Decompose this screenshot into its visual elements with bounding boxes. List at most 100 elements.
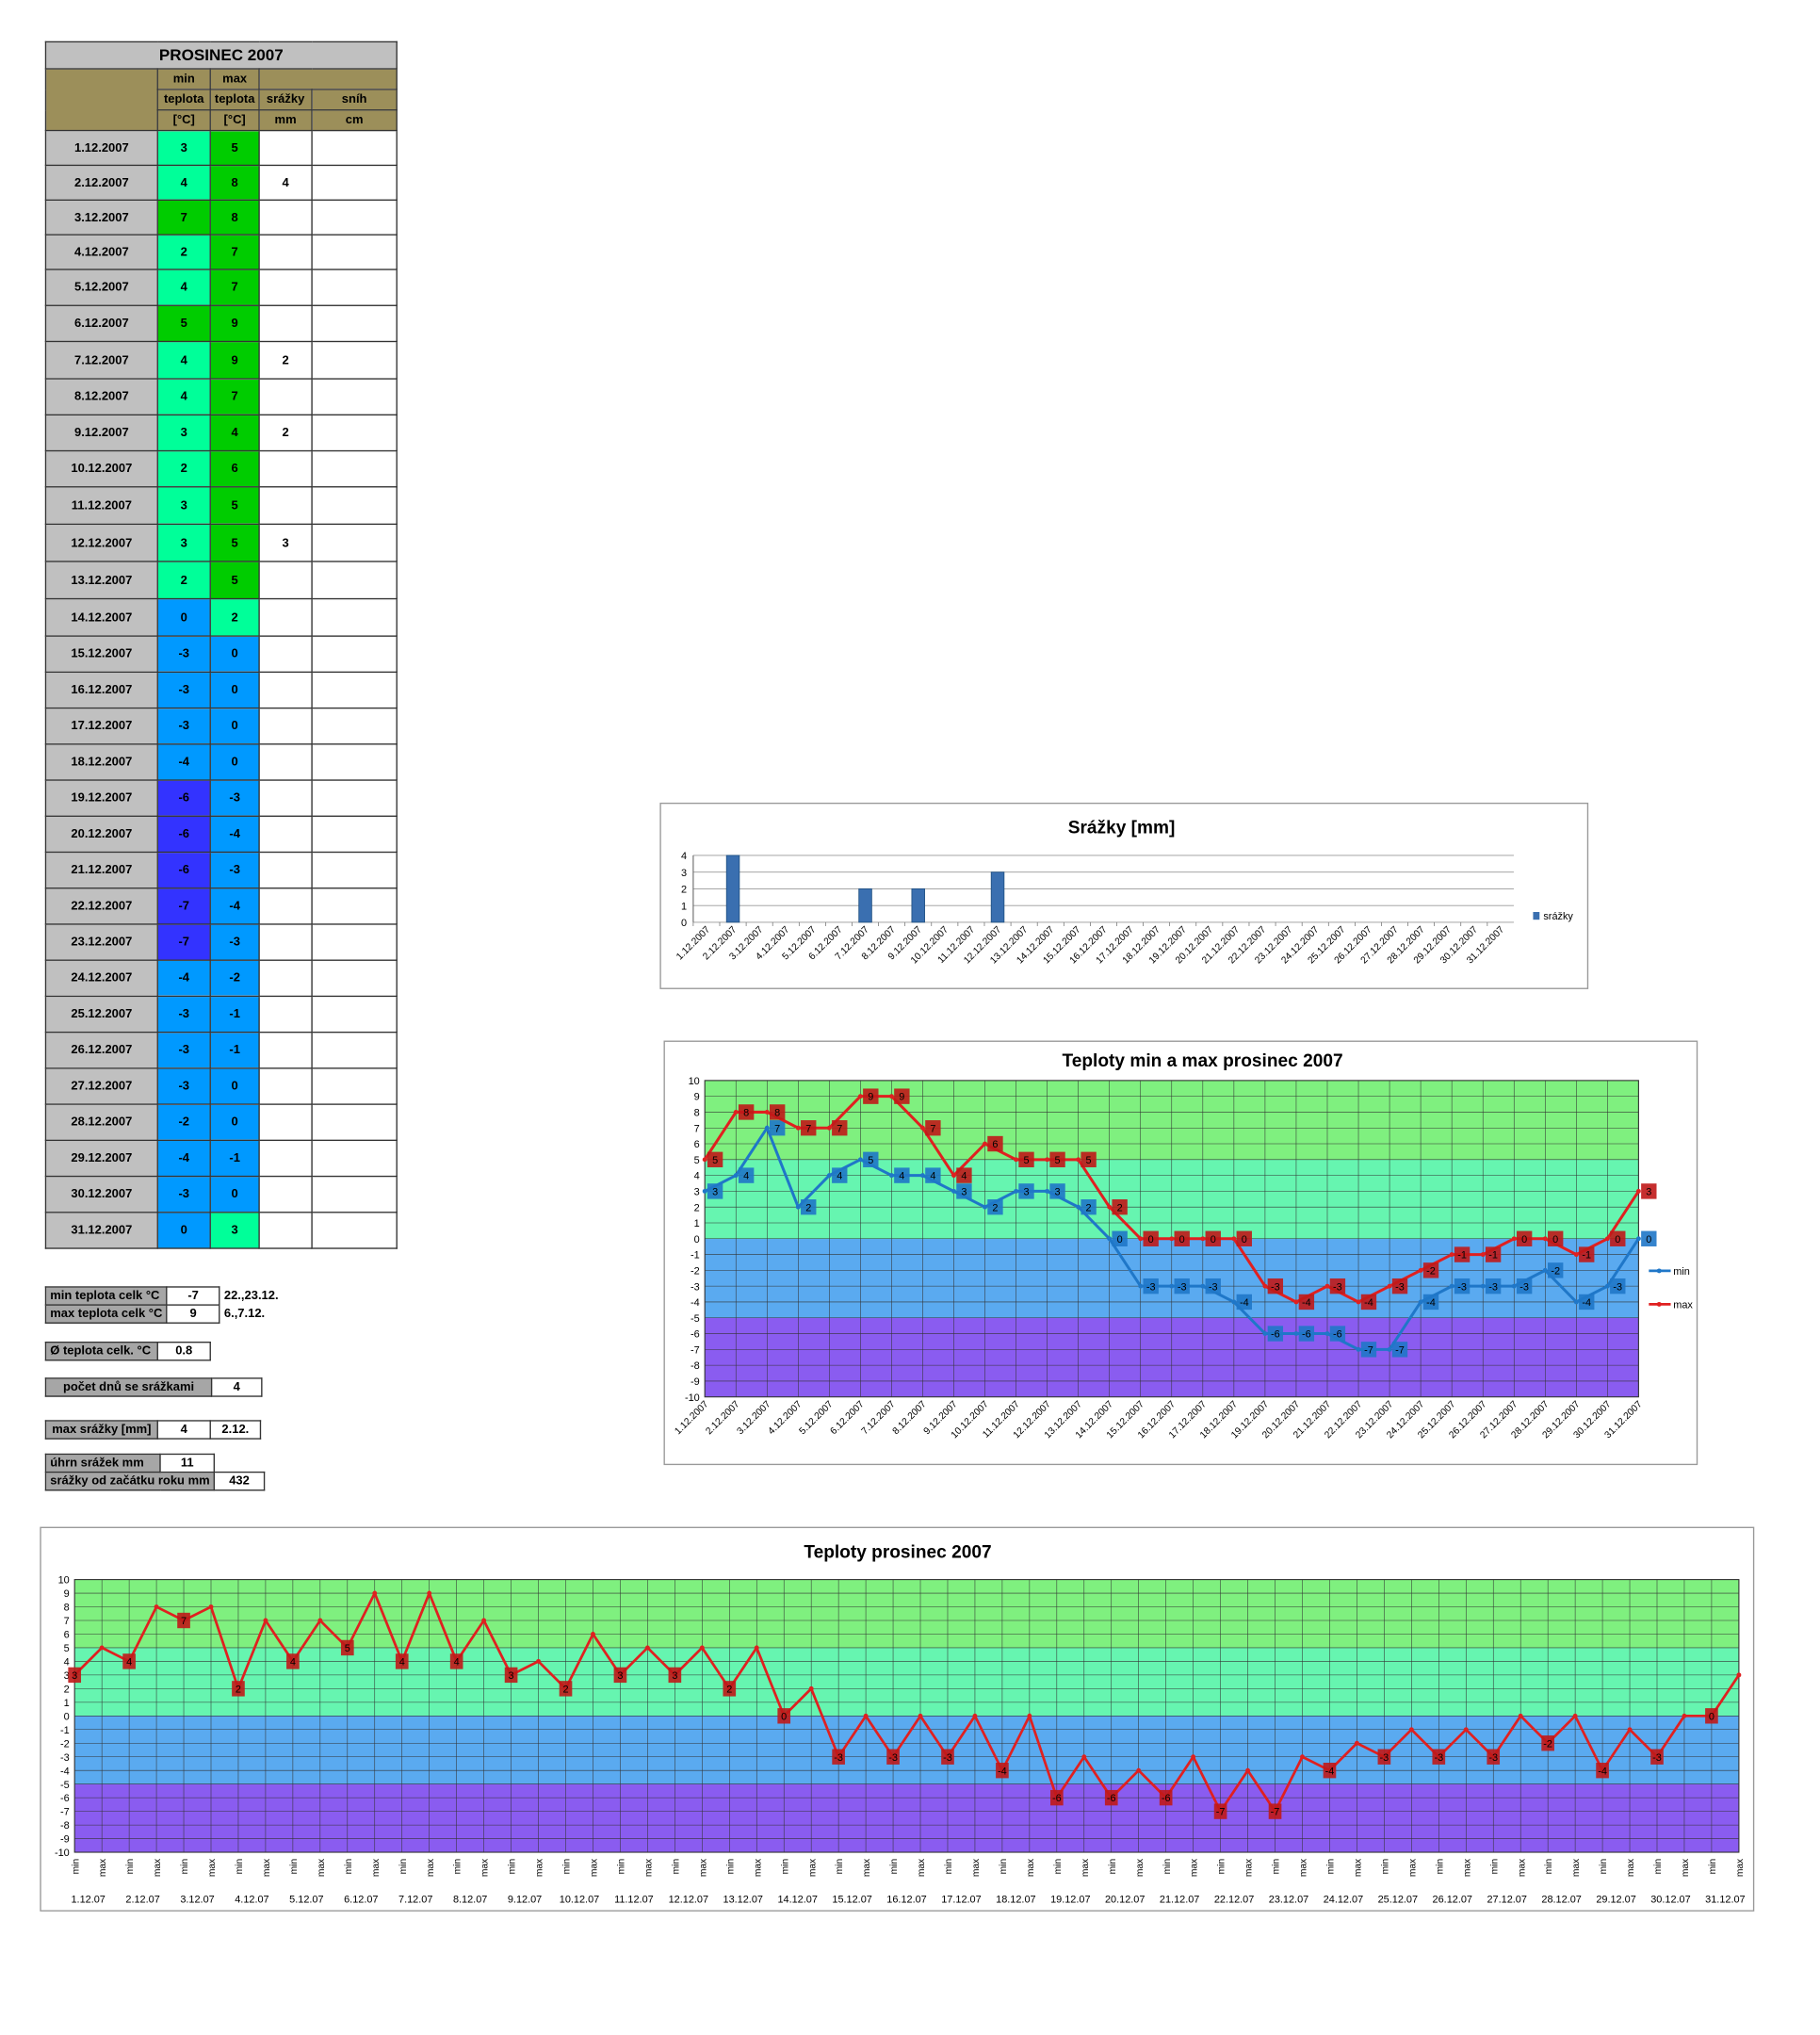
row-max: 7 (209, 234, 260, 270)
point (591, 1632, 595, 1636)
header-unit-min: [°C] (156, 109, 211, 132)
data-label-min: -4 (1426, 1297, 1436, 1309)
x-tick-label: min (562, 1859, 573, 1875)
point-min (1231, 1299, 1237, 1305)
y-tick-label: -10 (685, 1392, 700, 1404)
summary-raindays-label: počet dnů se srážkami (44, 1377, 213, 1397)
row-max: 0 (209, 1175, 260, 1213)
row-date: 14.12.2007 (44, 597, 158, 637)
data-label: -7 (1271, 1807, 1280, 1818)
point-min (1076, 1204, 1081, 1210)
summary-raindays: počet dnů se srážkami 4 (44, 1377, 263, 1397)
row-min: -3 (156, 1175, 211, 1213)
row-rain (258, 1031, 313, 1069)
data-label-bg-max (738, 1104, 755, 1120)
data-label: 4 (290, 1657, 296, 1669)
data-label-min: -3 (1209, 1281, 1218, 1293)
point-min (1418, 1299, 1423, 1305)
point (808, 1685, 814, 1691)
y-tick-label: 8 (694, 1108, 700, 1119)
data-label-bg-max (1018, 1151, 1034, 1168)
day-label: 17.12.07 (941, 1894, 981, 1905)
row-max: 5 (209, 486, 260, 526)
bar (990, 871, 1005, 923)
point-min (1387, 1346, 1392, 1352)
row-max: 0 (209, 1067, 260, 1105)
header-unit-mm: mm (258, 109, 313, 132)
x-tick-label: min (71, 1859, 81, 1875)
row-rain (258, 561, 313, 600)
data-label-bg-max (925, 1120, 941, 1136)
data-label-max: -1 (1457, 1250, 1467, 1262)
point-min (1604, 1283, 1610, 1289)
data-label-bg-max (1360, 1294, 1377, 1311)
data-label-bg-min (1360, 1342, 1377, 1358)
point-min (1324, 1331, 1330, 1337)
day-label: 7.12.07 (398, 1894, 432, 1905)
point-max (1449, 1252, 1454, 1258)
row-min: -6 (156, 851, 211, 889)
point-min (1200, 1283, 1206, 1289)
point-min (1511, 1283, 1517, 1289)
row-min: -7 (156, 923, 211, 961)
x-tick-label: min (1708, 1859, 1718, 1875)
x-tick-label: max (917, 1859, 927, 1877)
table-row: 3.12.2007 7 8 (44, 199, 398, 236)
point-min (1169, 1283, 1175, 1289)
row-snow (311, 1031, 398, 1069)
day-label: 15.12.07 (832, 1894, 871, 1905)
row-max: 9 (209, 340, 260, 380)
row-snow (311, 199, 398, 236)
summary-max-days: 6.,7.12. (223, 1307, 266, 1322)
data-label-max: 0 (1552, 1234, 1558, 1245)
data-label-bg-max (1205, 1230, 1221, 1246)
data-label-bg-max (863, 1088, 879, 1104)
point-max (1045, 1157, 1050, 1163)
data-label: -4 (998, 1766, 1007, 1777)
y-tick-label: 5 (64, 1643, 70, 1654)
point-min (888, 1173, 894, 1179)
data-label-bg-min (1485, 1278, 1502, 1294)
x-tick-label: min (508, 1859, 518, 1875)
row-snow (311, 923, 398, 961)
data-label-bg (1541, 1735, 1554, 1751)
row-min: -2 (156, 1103, 211, 1142)
point (1736, 1672, 1742, 1678)
day-label: 10.12.07 (560, 1894, 599, 1905)
data-label: -4 (1598, 1766, 1607, 1777)
summary-year-label: srážky od začátku roku mm (44, 1471, 216, 1491)
summary-maxrain-day: 2.12. (209, 1420, 262, 1440)
x-tick-label: max (698, 1859, 708, 1877)
table-row: 1.12.2007 3 5 (44, 129, 398, 167)
x-tick-label: min (999, 1859, 1009, 1875)
row-max: 0 (209, 1103, 260, 1142)
row-rain (258, 1067, 313, 1105)
y-tick-label: 1 (694, 1218, 700, 1229)
data-label-max: 0 (1615, 1234, 1620, 1245)
y-tick-label: -5 (60, 1780, 70, 1791)
point (699, 1645, 705, 1651)
row-rain (258, 851, 313, 889)
data-label-min: 3 (1023, 1187, 1029, 1198)
row-date: 1.12.2007 (44, 129, 158, 167)
summary-blank (214, 1454, 264, 1472)
data-label-bg (723, 1681, 737, 1697)
data-label-max: 0 (1211, 1234, 1216, 1245)
point-max (1138, 1236, 1144, 1242)
row-max: 0 (209, 635, 260, 674)
row-rain (258, 378, 313, 415)
point-max (857, 1094, 863, 1099)
chart-all-temps-svg: Teploty prosinec 2007-10-9-8-7-6-5-4-3-2… (55, 1542, 1746, 1905)
y-tick-label: -4 (691, 1297, 700, 1309)
day-label: 5.12.07 (289, 1894, 323, 1905)
row-snow (311, 1139, 398, 1178)
point-min (1635, 1236, 1641, 1242)
y-tick-label: -4 (60, 1766, 70, 1777)
day-label: 30.12.07 (1650, 1894, 1690, 1905)
data-label-bg (832, 1749, 845, 1765)
row-min: -6 (156, 815, 211, 854)
x-tick-label: max (753, 1859, 763, 1877)
y-tick-label: 6 (64, 1630, 70, 1641)
data-label-bg-min (1610, 1278, 1626, 1294)
data-label-min: 4 (743, 1171, 749, 1182)
